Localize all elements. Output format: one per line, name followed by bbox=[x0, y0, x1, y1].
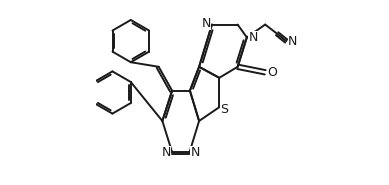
Text: N: N bbox=[248, 31, 258, 44]
Text: N: N bbox=[191, 146, 200, 159]
Text: N: N bbox=[202, 17, 211, 30]
Text: O: O bbox=[267, 66, 277, 79]
Text: N: N bbox=[288, 35, 297, 48]
Text: N: N bbox=[162, 146, 171, 159]
Text: S: S bbox=[220, 102, 228, 115]
